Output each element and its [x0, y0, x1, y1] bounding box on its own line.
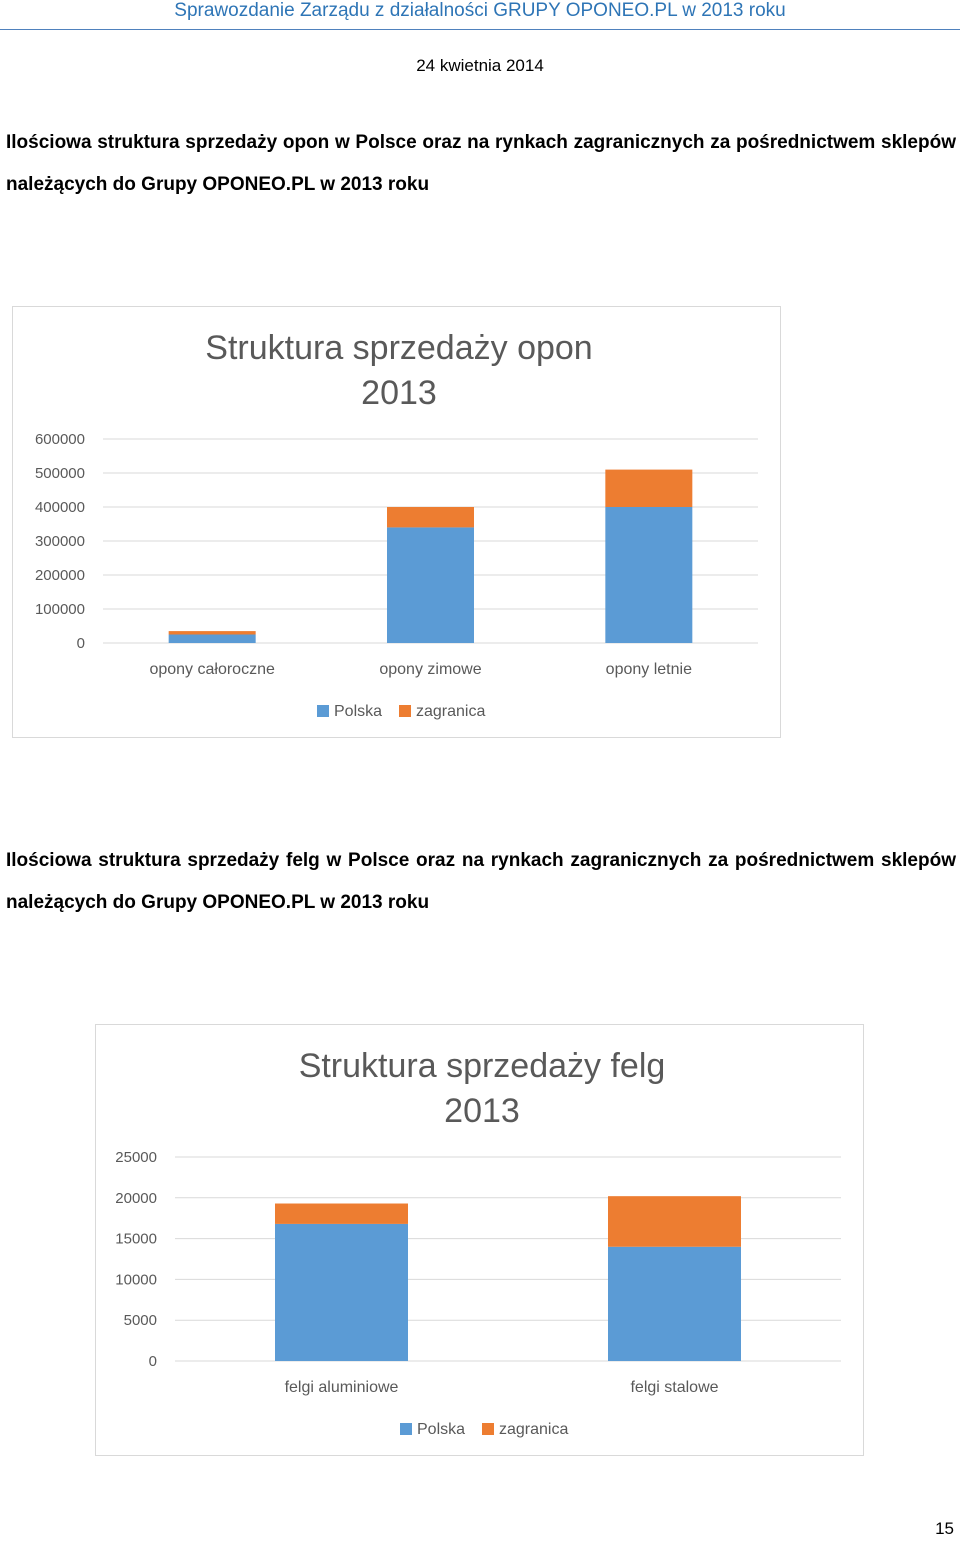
y-tick-label: 5000: [124, 1312, 157, 1329]
chart-title-line: 2013: [361, 374, 437, 412]
y-tick-label: 20000: [115, 1190, 157, 1207]
y-tick-label: 25000: [115, 1149, 157, 1166]
chart-title-line: Struktura sprzedaży opon: [205, 329, 592, 367]
category-label: opony całoroczne: [149, 661, 275, 678]
y-tick-label: 400000: [35, 499, 85, 516]
bar-polska: [275, 1223, 408, 1361]
tyres-chart-svg: Struktura sprzedaży opon 2013 0 100000 20000…: [35, 329, 758, 720]
legend-label: Polska: [334, 703, 382, 720]
chart-title-line: 2013: [444, 1092, 520, 1130]
y-tick-label: 100000: [35, 601, 85, 618]
bar-zagranica: [168, 631, 256, 635]
bar-polska: [608, 1246, 741, 1361]
section-heading-rims: Ilościowa struktura sprzedaży felg w Pol…: [6, 850, 956, 913]
document-date: 24 kwietnia 2014: [416, 56, 544, 75]
bar-zagranica: [275, 1203, 408, 1224]
section-heading-tyres: Ilościowa struktura sprzedaży opon w Pol…: [6, 132, 956, 195]
bar-polska: [605, 507, 693, 643]
y-tick-label: 600000: [35, 431, 85, 448]
bar-zagranica: [387, 507, 474, 528]
bar-polska: [168, 634, 256, 643]
y-tick-label: 300000: [35, 533, 85, 550]
legend-swatch: [317, 705, 329, 717]
category-label: opony zimowe: [379, 661, 481, 678]
y-tick-label: 200000: [35, 567, 85, 584]
legend-label: Polska: [417, 1421, 465, 1438]
legend-swatch: [482, 1423, 494, 1435]
y-tick-label: 500000: [35, 465, 85, 482]
bar-polska: [387, 527, 474, 643]
category-label: felgi aluminiowe: [285, 1379, 399, 1396]
y-tick-label: 15000: [115, 1231, 157, 1248]
legend-label: zagranica: [416, 703, 485, 720]
rims-chart-svg: Struktura sprzedaży felg 2013 0 5000 10000 15…: [115, 1047, 841, 1438]
page-number: 15: [935, 1519, 954, 1538]
legend-label: zagranica: [499, 1421, 568, 1438]
y-tick-label: 10000: [115, 1271, 157, 1288]
legend-swatch: [400, 1423, 412, 1435]
category-label: felgi stalowe: [630, 1379, 718, 1396]
header-divider: [0, 29, 960, 30]
chart-title-line: Struktura sprzedaży felg: [299, 1047, 666, 1085]
bar-zagranica: [608, 1196, 741, 1247]
y-tick-label: 0: [77, 635, 85, 652]
document-header-title: Sprawozdanie Zarządu z działalności GRUP…: [174, 0, 786, 21]
y-tick-label: 0: [149, 1353, 157, 1370]
rims-sales-chart: Struktura sprzedaży felg 2013 0 5000 10000 15…: [95, 1024, 864, 1456]
tyres-sales-chart: Struktura sprzedaży opon 2013 0 100000 20000…: [12, 306, 781, 738]
legend-swatch: [399, 705, 411, 717]
bar-zagranica: [605, 469, 693, 507]
category-label: opony letnie: [606, 661, 692, 678]
